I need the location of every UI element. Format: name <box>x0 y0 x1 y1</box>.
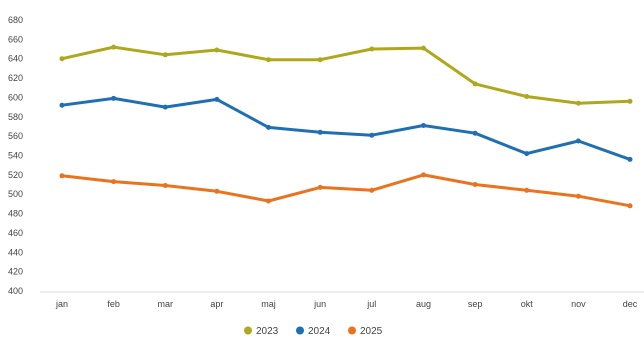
data-point <box>575 100 581 106</box>
data-point <box>524 151 530 157</box>
data-point <box>162 52 168 58</box>
data-point <box>59 102 65 108</box>
data-point <box>421 123 426 128</box>
data-point <box>524 94 530 99</box>
legend-label: 2023 <box>256 326 279 337</box>
data-point <box>369 46 375 52</box>
legend-item-2023: 2023 <box>244 326 279 337</box>
legend-item-2025: 2025 <box>348 326 383 337</box>
y-tick-label: 500 <box>8 189 23 199</box>
legend-label: 2024 <box>308 326 331 337</box>
data-point <box>472 81 478 87</box>
x-tick-label: okt <box>521 299 534 309</box>
data-point <box>214 188 220 194</box>
data-point <box>472 130 478 136</box>
y-tick-label: 460 <box>8 228 23 238</box>
data-point <box>421 172 426 178</box>
y-tick-label: 620 <box>8 73 23 83</box>
data-point <box>111 95 117 101</box>
x-tick-label: jan <box>55 299 68 309</box>
x-tick-label: nov <box>571 299 586 309</box>
x-tick-label: aug <box>416 299 431 309</box>
y-tick-label: 480 <box>8 209 23 219</box>
series-2023 <box>59 44 633 106</box>
y-tick-label: 540 <box>8 151 23 161</box>
data-point <box>162 183 168 188</box>
legend-marker <box>348 326 356 335</box>
data-point <box>317 129 323 135</box>
legend-item-2024: 2024 <box>296 326 331 337</box>
data-point <box>59 173 65 179</box>
x-tick-label: apr <box>210 299 223 309</box>
y-tick-label: 440 <box>8 247 23 257</box>
series-layer <box>59 44 633 209</box>
data-point <box>266 124 271 130</box>
x-tick-label: sep <box>468 299 483 309</box>
x-tick-label: maj <box>261 299 276 309</box>
data-point <box>524 187 530 193</box>
y-tick-label: 520 <box>8 170 23 180</box>
data-point <box>369 187 375 193</box>
series-2024 <box>59 95 633 162</box>
data-point <box>369 132 375 138</box>
data-point <box>266 198 271 204</box>
y-tick-label: 560 <box>8 131 23 141</box>
data-point <box>472 182 478 187</box>
data-point <box>317 57 323 63</box>
x-axis: jan feb mar apr maj jun jul aug sep okt nov dec <box>40 291 644 309</box>
x-tick-label: feb <box>107 299 120 309</box>
data-point <box>421 45 426 51</box>
y-tick-label: 400 <box>8 286 23 296</box>
data-point <box>111 179 117 185</box>
legend-marker <box>296 326 304 335</box>
x-tick-label: mar <box>158 299 174 309</box>
series-line-2024 <box>60 96 632 161</box>
y-axis: 400 420 440 460 480 500 520 540 560 580 600 620 640 6… <box>8 15 23 296</box>
data-point <box>214 96 220 102</box>
series-line-2025 <box>60 173 632 208</box>
legend-label: 2025 <box>360 326 383 337</box>
data-point <box>111 44 117 50</box>
data-point <box>59 56 65 62</box>
y-tick-label: 580 <box>8 112 23 122</box>
data-point <box>214 47 220 53</box>
x-tick-label: dec <box>623 299 638 309</box>
data-point <box>317 184 323 190</box>
data-point <box>627 203 633 209</box>
data-point <box>627 98 633 104</box>
series-2025 <box>59 172 633 209</box>
x-tick-label: jul <box>366 299 376 309</box>
y-tick-label: 600 <box>8 92 23 102</box>
y-tick-label: 640 <box>8 54 23 64</box>
x-tick-label: jun <box>313 299 326 309</box>
y-tick-label: 660 <box>8 34 23 44</box>
data-point <box>575 193 581 199</box>
data-point <box>627 156 633 162</box>
y-tick-label: 680 <box>8 15 23 25</box>
data-point <box>266 57 271 63</box>
y-tick-label: 420 <box>8 267 23 277</box>
data-point <box>575 138 581 144</box>
series-line-2023 <box>60 45 632 105</box>
data-point <box>162 104 168 110</box>
legend: 2023 2024 2025 <box>244 326 383 337</box>
legend-marker <box>244 326 252 335</box>
